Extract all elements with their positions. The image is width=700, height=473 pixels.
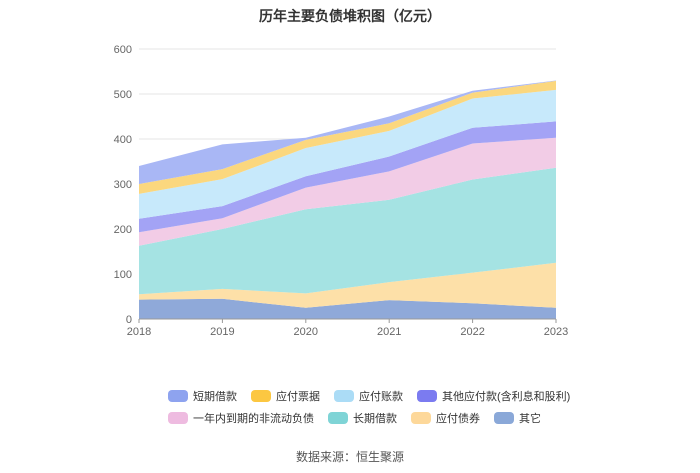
legend-item[interactable]: 长期借款 bbox=[328, 410, 397, 426]
legend-swatch bbox=[411, 412, 431, 424]
area-series-长期借款 bbox=[139, 167, 556, 295]
legend-swatch bbox=[168, 390, 188, 402]
x-tick-label: 2021 bbox=[377, 326, 401, 338]
chart-title: 历年主要负债堆积图（亿元） bbox=[259, 8, 441, 24]
axes: 0 100 200 300 400 500 600 2018 2019 2020 2021 2022 2… bbox=[114, 44, 569, 338]
area-series-应付债券 bbox=[139, 262, 556, 308]
legend-swatch bbox=[328, 412, 348, 424]
area-series-一年内到期的非流动负债 bbox=[139, 137, 556, 246]
y-tick-label: 0 bbox=[126, 314, 132, 326]
x-tick-label: 2022 bbox=[460, 326, 484, 338]
x-tick-label: 2023 bbox=[544, 326, 568, 338]
y-tick-label: 300 bbox=[114, 179, 132, 191]
legend-label: 短期借款 bbox=[193, 391, 237, 403]
legend-swatch bbox=[334, 390, 354, 402]
legend-item[interactable]: 应付票据 bbox=[251, 388, 320, 404]
legend-label: 长期借款 bbox=[353, 413, 397, 425]
y-tick-label: 100 bbox=[114, 269, 132, 281]
y-tick-label: 500 bbox=[114, 89, 132, 101]
legend-row-2: 一年内到期的非流动负债 长期借款 应付债券 其它 bbox=[168, 408, 588, 428]
y-tick-label: 600 bbox=[114, 44, 132, 56]
area-series-其它 bbox=[139, 298, 556, 319]
legend-label: 一年内到期的非流动负债 bbox=[193, 413, 314, 425]
legend-item[interactable]: 短期借款 bbox=[168, 388, 237, 404]
legend-swatch bbox=[168, 412, 188, 424]
y-tick-label: 400 bbox=[114, 134, 132, 146]
legend-swatch bbox=[251, 390, 271, 402]
legend-row-1: 短期借款 应付票据 应付账款 其他应付款(含利息和股利) bbox=[168, 386, 588, 406]
legend-item[interactable]: 应付债券 bbox=[411, 410, 480, 426]
legend-item[interactable]: 其他应付款(含利息和股利) bbox=[417, 388, 570, 404]
legend-label: 应付票据 bbox=[276, 391, 320, 403]
legend: 短期借款 应付票据 应付账款 其他应付款(含利息和股利) 一年内到期的非流动负债 长期借… bbox=[168, 386, 588, 430]
x-tick-label: 2020 bbox=[294, 326, 318, 338]
legend-item[interactable]: 其它 bbox=[494, 410, 541, 426]
area-series-短期借款 bbox=[139, 80, 556, 184]
y-tick-label: 200 bbox=[114, 224, 132, 236]
legend-label: 其它 bbox=[519, 413, 541, 425]
x-tick-label: 2019 bbox=[210, 326, 234, 338]
area-series bbox=[139, 80, 556, 319]
area-series-应付票据 bbox=[139, 80, 556, 194]
x-tick-label: 2018 bbox=[127, 326, 151, 338]
stacked-area-chart: 0 100 200 300 400 500 600 2018 2019 2020 2021 2022 2… bbox=[114, 44, 569, 338]
area-series-应付账款 bbox=[139, 89, 556, 219]
data-source: 数据来源：恒生聚源 bbox=[295, 450, 404, 464]
legend-swatch bbox=[417, 390, 437, 402]
legend-item[interactable]: 一年内到期的非流动负债 bbox=[168, 410, 314, 426]
legend-label: 其他应付款(含利息和股利) bbox=[442, 391, 571, 403]
legend-label: 应付账款 bbox=[359, 391, 403, 403]
legend-item[interactable]: 应付账款 bbox=[334, 388, 403, 404]
legend-swatch bbox=[494, 412, 514, 424]
area-series-其他应付款(含利息和股利) bbox=[139, 121, 556, 233]
legend-label: 应付债券 bbox=[436, 413, 480, 425]
